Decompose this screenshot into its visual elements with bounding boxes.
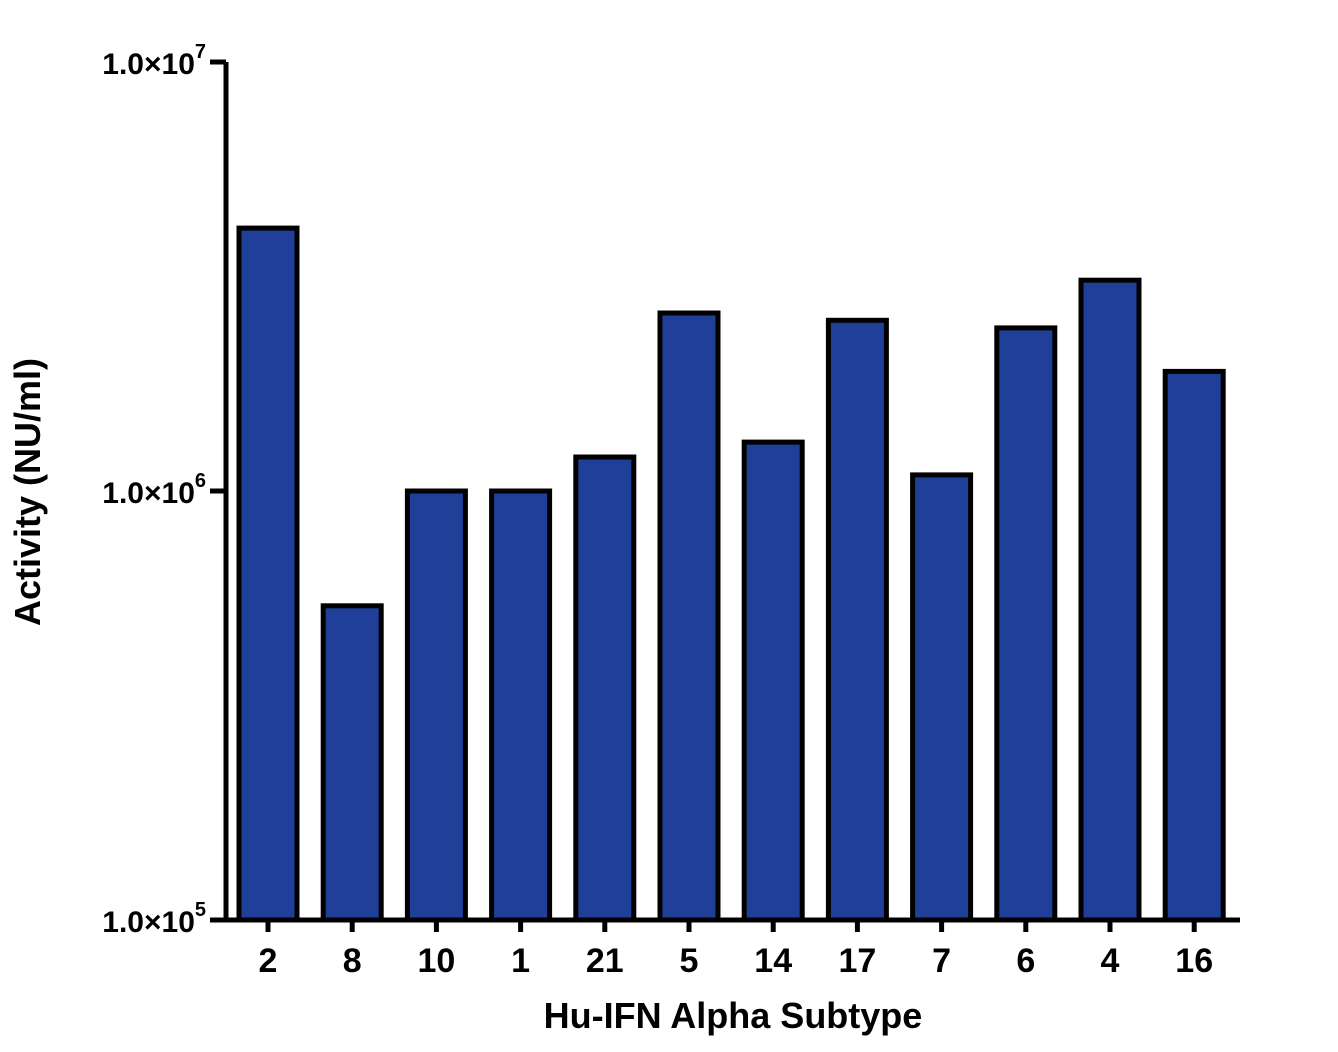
y-axis-title: Activity (NU/ml) bbox=[7, 358, 48, 626]
bar-2 bbox=[236, 225, 300, 923]
x-tick-label-14: 14 bbox=[754, 942, 792, 980]
x-axis-title: Hu-IFN Alpha Subtype bbox=[544, 995, 923, 1036]
x-tick-label-21: 21 bbox=[586, 942, 624, 980]
y-ticks-group: 1.0×105 1.0×106 1.0×107 bbox=[102, 41, 226, 939]
y-tick-label: 1.0×107 bbox=[102, 41, 206, 81]
bar-16 bbox=[1162, 368, 1226, 923]
x-tick-label-17: 17 bbox=[838, 942, 876, 980]
bar-6 bbox=[994, 325, 1058, 923]
bar-5 bbox=[657, 310, 721, 923]
bar-21 bbox=[573, 454, 637, 923]
x-tick-label-5: 5 bbox=[680, 942, 699, 980]
x-tick-label-6: 6 bbox=[1016, 942, 1035, 980]
x-ticks-group: 2 8 10 1 21 5 14 17 7 6 4 16 bbox=[259, 920, 1213, 980]
x-tick-label-4: 4 bbox=[1101, 942, 1120, 980]
y-tick-label: 1.0×106 bbox=[102, 470, 206, 510]
x-tick-label-1: 1 bbox=[511, 942, 530, 980]
y-tick-label: 1.0×105 bbox=[102, 899, 206, 939]
x-tick-label-2: 2 bbox=[259, 942, 278, 980]
bar-17 bbox=[825, 317, 889, 923]
bar-7 bbox=[910, 472, 974, 923]
bar-10 bbox=[404, 488, 468, 923]
bar-8 bbox=[320, 603, 384, 923]
x-tick-label-16: 16 bbox=[1175, 942, 1213, 980]
bar-1 bbox=[489, 488, 553, 923]
bars-group bbox=[236, 225, 1226, 923]
bar-14 bbox=[741, 439, 805, 923]
bar-4 bbox=[1078, 277, 1142, 923]
x-tick-label-8: 8 bbox=[343, 942, 362, 980]
x-tick-label-10: 10 bbox=[417, 942, 455, 980]
x-tick-label-7: 7 bbox=[932, 942, 951, 980]
